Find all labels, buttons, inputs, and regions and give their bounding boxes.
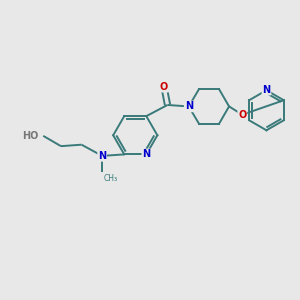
Text: HO: HO bbox=[22, 131, 39, 141]
Text: O: O bbox=[160, 82, 168, 92]
Text: N: N bbox=[262, 85, 271, 95]
Text: N: N bbox=[98, 151, 106, 161]
Text: O: O bbox=[238, 110, 246, 120]
Text: CH₃: CH₃ bbox=[103, 173, 118, 182]
Text: N: N bbox=[142, 149, 150, 159]
Text: N: N bbox=[185, 101, 193, 111]
